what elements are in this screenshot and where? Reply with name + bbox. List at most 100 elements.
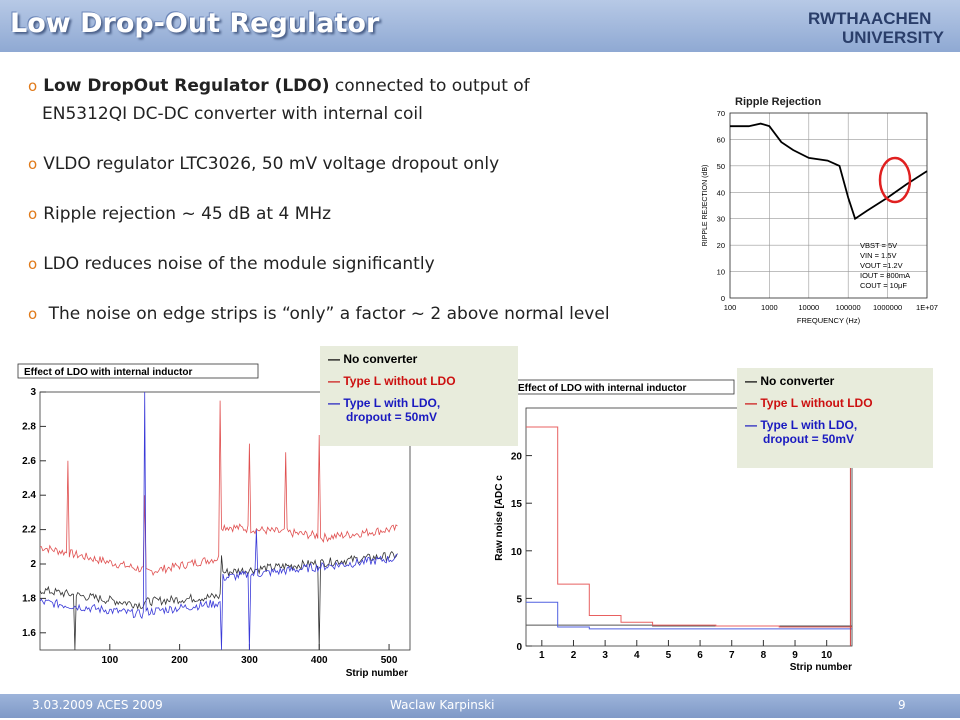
bullet-marker-icon: o (28, 77, 38, 95)
bullet-vldo: o VLDO regulator LTC3026, 50 mV voltage d… (28, 154, 499, 174)
bullet-vldo-text: VLDO regulator LTC3026, 50 mV voltage dr… (43, 154, 500, 174)
y-tick-label: 2.8 (22, 421, 36, 432)
y-tick-label: 60 (717, 135, 725, 144)
highlight-circle (878, 156, 912, 204)
x-axis-label: Strip number (790, 662, 852, 673)
footer-date: 3.03.2009 ACES 2009 (32, 698, 163, 712)
x-axis-label: FREQUENCY (Hz) (797, 316, 861, 325)
x-tick-label: 2 (571, 650, 577, 661)
bullet-marker-icon: o (28, 205, 38, 223)
legend-hist-chart: — No converter — Type L without LDO — Type… (737, 368, 933, 468)
chart-title: Effect of LDO with internal inductor (518, 383, 686, 394)
y-tick-label: 1.6 (22, 628, 36, 639)
x-tick-label: 1E+07 (916, 303, 938, 312)
y-tick-label: 15 (511, 499, 523, 510)
bullet-ripple-text: Ripple rejection ~ 45 dB at 4 MHz (43, 204, 332, 224)
x-axis-label: Strip number (346, 668, 408, 679)
bullet-ldo: o Low DropOut Regulator (LDO) connected t… (28, 76, 530, 96)
bullet-ripple: o Ripple rejection ~ 45 dB at 4 MHz (28, 204, 331, 224)
y-tick-label: 1.8 (22, 593, 36, 604)
y-tick-label: 70 (717, 109, 725, 118)
y-tick-label: 10 (511, 547, 523, 558)
title-bar: Low Drop-Out Regulator RWTHAACHEN UNIVER… (0, 0, 960, 52)
x-tick-label: 6 (697, 650, 703, 661)
bullet-marker-icon: o (28, 155, 38, 173)
chart-background (695, 88, 950, 333)
y-tick-label: 3 (30, 387, 36, 398)
x-tick-label: 3 (602, 650, 608, 661)
title-box (17, 363, 259, 379)
x-tick-label: 1 (539, 650, 545, 661)
series-line-type-l-without-ldo (39, 400, 398, 577)
x-tick-label: 4 (634, 650, 640, 661)
x-tick-label: 7 (729, 650, 735, 661)
slide-title: Low Drop-Out Regulator (10, 8, 380, 39)
condition-label: VBST = 5V (860, 241, 897, 250)
chart-title: Ripple Rejection (735, 96, 821, 108)
bullet-edge: o The noise on edge strips is “only” a f… (28, 304, 610, 324)
bullet-noise: o LDO reduces noise of the module signifi… (28, 254, 435, 274)
condition-label: COUT = 10μF (860, 281, 907, 290)
x-tick-label: 100 (724, 303, 737, 312)
legend-strip-entry: — Type L without LDO (328, 374, 456, 388)
bullet-ldo-cont: EN5312QI DC-DC converter with internal c… (42, 104, 423, 124)
bullet-ldo-bold: Low DropOut Regulator (LDO) (43, 76, 330, 96)
plot-frame (729, 112, 928, 299)
y-axis-label: Raw noise [ADC c (494, 475, 505, 561)
y-tick-label: 2.6 (22, 456, 36, 467)
x-tick-label: 100 (101, 655, 118, 666)
bullet-ldo-text: connected to output of (329, 76, 530, 96)
y-tick-label: 5 (516, 594, 522, 605)
x-tick-label: 500 (381, 655, 398, 666)
x-tick-label: 10 (821, 650, 833, 661)
series-line-type-l-with-ldo (39, 391, 398, 651)
x-tick-label: 8 (761, 650, 767, 661)
plot-frame (39, 391, 411, 651)
legend-hist-entry: — Type L without LDO (745, 396, 873, 410)
y-axis-label: RIPPLE REJECTION (dB) (702, 165, 709, 247)
legend-hist-entry: — No converter (745, 374, 835, 388)
footer-author: Waclaw Karpinski (390, 698, 495, 712)
plot-frame (525, 407, 853, 647)
rwth-logo: RWTHAACHEN UNIVERSITY (808, 9, 945, 46)
y-tick-label: 0 (721, 294, 725, 303)
logo-line2: UNIVERSITY (842, 28, 945, 46)
x-tick-label: 100000 (836, 303, 861, 312)
legend-strip-entry: — No converter (328, 352, 418, 366)
footer-page-number: 9 (898, 698, 906, 712)
bullet-marker-icon: o (28, 255, 38, 273)
legend-hist-entry: — Type L with LDO, (745, 418, 858, 432)
y-tick-label: 0 (516, 642, 522, 653)
condition-label: VIN = 1.5V (860, 251, 896, 260)
chart-title: Effect of LDO with internal inductor (24, 367, 192, 378)
x-tick-label: 10000 (798, 303, 819, 312)
y-tick-label: 20 (717, 241, 725, 250)
x-tick-label: 300 (241, 655, 258, 666)
y-tick-label: 2.4 (22, 490, 36, 501)
series-step-type-l-without-ldo (526, 426, 852, 628)
y-tick-label: 30 (717, 215, 725, 224)
footer: 3.03.2009 ACES 2009 Waclaw Karpinski 9 (0, 694, 960, 718)
y-tick-label: 50 (717, 162, 725, 171)
y-tick-label: 20 (511, 452, 523, 463)
logo-line1: RWTHAACHEN (808, 9, 931, 28)
condition-label: IOUT = 800mA (860, 271, 910, 280)
x-tick-label: 400 (311, 655, 328, 666)
ripple-curve (730, 122, 928, 221)
series-line-no-converter (39, 550, 398, 651)
x-tick-label: 200 (171, 655, 188, 666)
legend-hist-entry-cont: dropout = 50mV (763, 432, 855, 446)
x-tick-label: 5 (666, 650, 672, 661)
x-tick-label: 1000000 (873, 303, 902, 312)
y-tick-label: 10 (717, 268, 725, 277)
bullet-noise-text: LDO reduces noise of the module signific… (43, 254, 435, 274)
condition-label: VOUT =1.2V (860, 261, 903, 270)
legend-strip-chart: — No converter — Type L without LDO — Type… (320, 346, 518, 446)
legend-strip-entry: — Type L with LDO, (328, 396, 441, 410)
bullet-marker-icon: o (28, 305, 38, 323)
series-step-no-converter (526, 624, 852, 627)
x-tick-label: 9 (792, 650, 798, 661)
bullet-edge-text: The noise on edge strips is “only” a fac… (43, 304, 610, 324)
series-step-type-l-with-ldo (526, 601, 852, 630)
y-tick-label: 2 (30, 559, 36, 570)
